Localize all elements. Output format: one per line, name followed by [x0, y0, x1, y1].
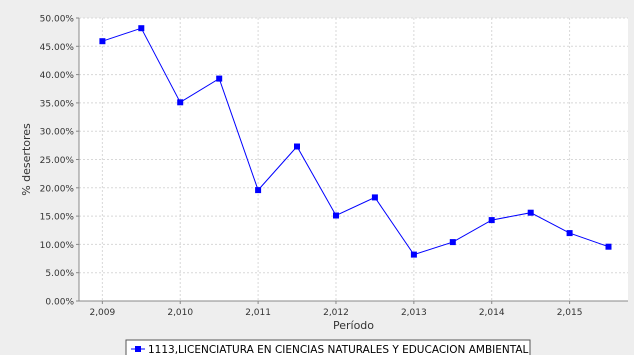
- x-tick-label: 2,009: [89, 308, 115, 318]
- y-tick-label: 15.00%: [40, 213, 75, 223]
- x-tick-label: 2,013: [401, 308, 427, 318]
- data-point: [371, 194, 378, 201]
- data-point: [566, 230, 573, 237]
- y-tick-label: 10.00%: [40, 241, 75, 251]
- legend: 1113,LICENCIATURA EN CIENCIAS NATURALES …: [125, 339, 531, 359]
- x-axis-label: Período: [333, 319, 374, 332]
- y-tick-label: 25.00%: [40, 156, 75, 166]
- x-tick-label: 2,010: [167, 308, 193, 318]
- data-point: [527, 209, 534, 216]
- data-point: [216, 75, 223, 82]
- y-axis-ticks: 0.00% 5.00% 10.00% 15.00% 20.00% 25.00% 30.00%…: [40, 15, 79, 308]
- x-tick-label: 2,012: [323, 308, 349, 318]
- data-point: [177, 99, 184, 106]
- x-tick-label: 2,014: [479, 308, 505, 318]
- x-tick-label: 2,015: [557, 308, 583, 318]
- series-layer: [99, 25, 612, 258]
- y-tick-label: 5.00%: [45, 269, 74, 279]
- y-tick-label: 30.00%: [40, 128, 75, 138]
- x-tick-label: 2,011: [245, 308, 271, 318]
- x-axis-ticks: 2,009 2,010 2,011 2,012 2,013 2,014 2,015: [89, 301, 582, 318]
- data-point: [605, 243, 612, 250]
- y-tick-label: 40.00%: [40, 71, 75, 81]
- legend-series-label: 1113,LICENCIATURA EN CIENCIAS NATURALES …: [148, 344, 529, 355]
- data-point: [138, 25, 145, 32]
- y-tick-label: 35.00%: [40, 99, 75, 109]
- y-tick-label: 20.00%: [40, 184, 75, 194]
- data-point: [255, 187, 262, 194]
- data-point: [333, 212, 339, 219]
- data-point: [410, 251, 417, 258]
- data-point: [294, 143, 300, 150]
- series-line: [102, 27, 609, 256]
- y-axis-label: % desertores: [20, 123, 33, 196]
- data-point: [488, 217, 495, 224]
- data-point: [449, 239, 456, 246]
- y-tick-label: 45.00%: [40, 43, 75, 53]
- y-tick-label: 0.00%: [45, 298, 74, 308]
- legend-series-marker: [135, 346, 141, 352]
- plot-area: [79, 18, 628, 301]
- data-point: [99, 38, 106, 45]
- y-tick-label: 50.00%: [40, 15, 75, 25]
